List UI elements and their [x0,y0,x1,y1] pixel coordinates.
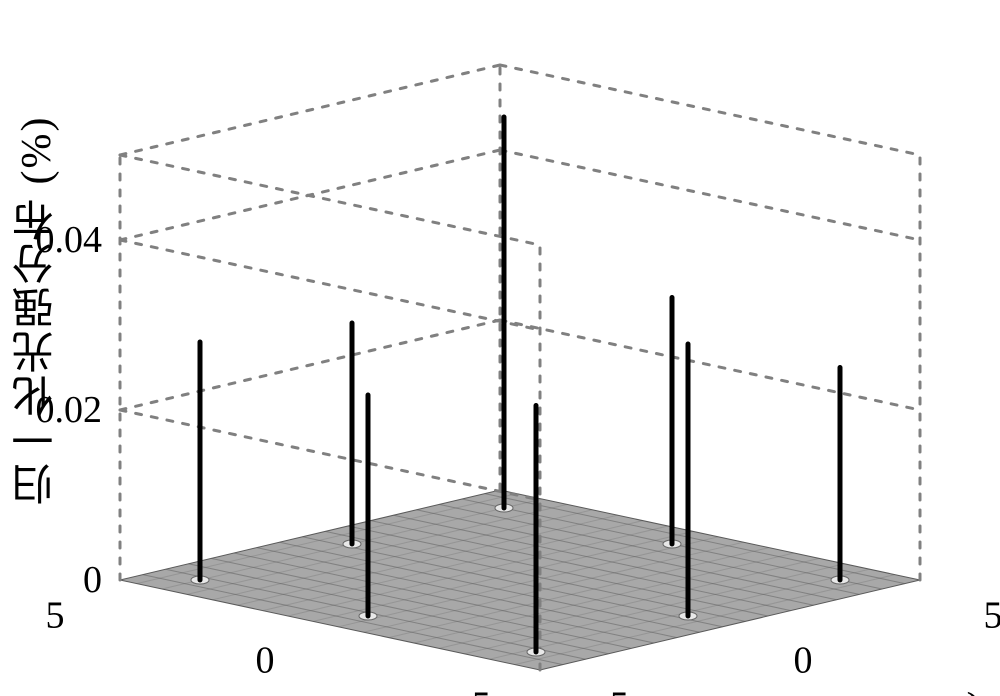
svg-text:0: 0 [794,640,813,682]
plot3d-stage: { "canvas": {"w":1000,"h":696,"backgroun… [0,0,1000,696]
plot3d-svg: -505-50500.020.04 [0,0,1000,696]
svg-text:-5: -5 [597,685,629,696]
svg-text:-5: -5 [459,685,491,696]
z-axis-label: 归一化光强分布 (%) [6,50,67,570]
svg-text:5: 5 [984,595,1000,637]
svg-text:5: 5 [46,595,65,637]
svg-text:0: 0 [256,640,275,682]
svg-text:0: 0 [83,559,102,601]
